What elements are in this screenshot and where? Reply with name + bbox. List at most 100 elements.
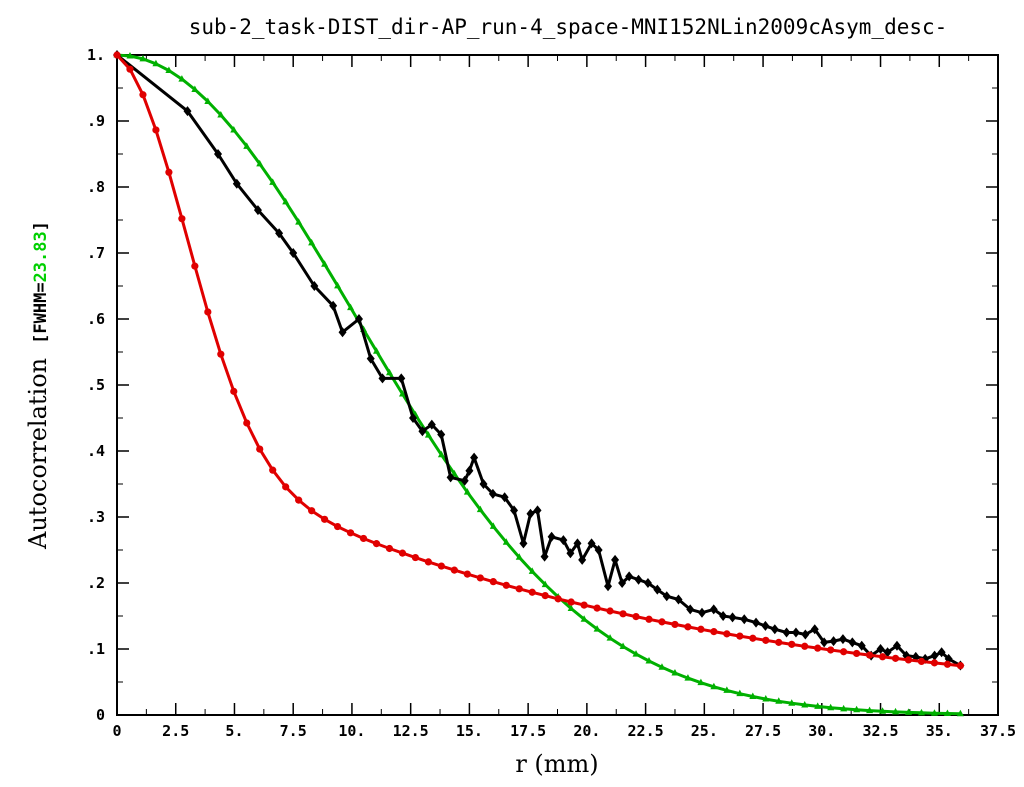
series-line-data	[116, 53, 962, 667]
data-point	[437, 429, 446, 440]
gaussian-point	[593, 625, 601, 632]
fit-point	[450, 566, 458, 574]
data-point	[820, 637, 829, 648]
gaussian-point	[567, 604, 575, 612]
gaussian-point	[308, 238, 316, 246]
series-gaussian	[113, 51, 964, 717]
data-point	[253, 205, 262, 216]
gaussian-point	[619, 642, 627, 649]
data-point	[418, 426, 427, 437]
fit-point	[840, 648, 848, 656]
gaussian-point	[476, 505, 484, 513]
y-tick-label: .2	[87, 574, 105, 592]
data-point	[446, 472, 455, 483]
fit-point	[554, 595, 562, 603]
y-tick-label: 1.	[87, 46, 105, 64]
data-point	[752, 617, 761, 628]
x-tick-labels: 0 2.5 5. 7.5 10. 12.5 15. 17.5 20. 22.5 25. 27.5 30.…	[112, 722, 1016, 740]
fit-point	[282, 483, 290, 491]
x-tick-label: 12.5	[393, 722, 429, 740]
gaussian-point	[853, 705, 861, 713]
fit-point	[865, 651, 874, 659]
axis-frame	[116, 54, 999, 716]
y-tick-label: .9	[87, 112, 105, 130]
fit-point	[697, 625, 705, 633]
data-point	[559, 535, 568, 546]
fit-point	[632, 612, 640, 621]
data-point	[848, 637, 857, 648]
fit-point	[424, 558, 433, 566]
fit-point	[619, 610, 627, 618]
data-point	[366, 353, 375, 364]
data-point	[674, 594, 683, 605]
gaussian-point	[282, 197, 290, 205]
fit-point	[489, 578, 497, 586]
fit-point	[827, 646, 835, 654]
gaussian-point	[541, 580, 549, 588]
plot-border	[116, 54, 999, 716]
fit-point	[801, 642, 809, 650]
gaussian-point	[450, 469, 458, 477]
fit-point	[437, 562, 445, 570]
x-tick-label: 35.	[926, 722, 953, 740]
gaussian-point	[684, 674, 692, 681]
fit-point	[256, 445, 264, 453]
gaussian-point	[930, 709, 938, 716]
gaussian-point	[723, 686, 731, 693]
gaussian-point	[866, 706, 874, 714]
fit-point	[463, 570, 471, 578]
fit-point	[230, 387, 238, 395]
fit-point	[113, 51, 121, 59]
fit-point	[606, 607, 614, 615]
data-point	[214, 149, 223, 159]
gaussian-point	[230, 126, 238, 133]
fit-point	[878, 653, 887, 661]
gaussian-point	[697, 678, 705, 686]
series-line-fit	[115, 53, 961, 668]
fit-point	[658, 618, 666, 626]
y-axis-label-line: Autocorrelation [FWHM=23.83]	[24, 221, 52, 550]
data-point	[519, 538, 528, 549]
gaussian-point	[204, 97, 212, 104]
data-point	[791, 627, 800, 638]
fit-point	[891, 654, 900, 662]
data-point	[740, 614, 749, 625]
data-point	[594, 545, 603, 555]
gaussian-point	[502, 538, 510, 545]
series-fit	[113, 51, 965, 670]
data-point	[810, 624, 819, 635]
fit-point	[930, 659, 939, 667]
fit-point	[904, 656, 913, 664]
data-point	[232, 178, 241, 189]
fit-point	[243, 419, 251, 427]
fit-point	[515, 585, 523, 593]
data-point	[876, 644, 885, 654]
data-point	[540, 551, 549, 562]
data-point	[719, 611, 728, 621]
fwhm-value: 23.83	[31, 231, 51, 282]
x-tick-label: 30.	[808, 722, 835, 740]
gaussian-point	[879, 707, 887, 714]
data-point	[782, 627, 791, 638]
y-tick-label: .8	[87, 178, 105, 196]
data-point	[883, 647, 892, 658]
fit-point	[295, 496, 303, 504]
fit-point	[736, 632, 744, 640]
x-tick-label: 7.5	[280, 722, 307, 740]
fit-point	[593, 604, 601, 612]
gaussian-point	[671, 668, 679, 676]
gaussian-point	[489, 522, 497, 529]
tick-marks	[116, 54, 999, 716]
data-point	[801, 629, 810, 640]
fit-point	[165, 168, 173, 176]
gaussian-point	[658, 663, 666, 670]
gaussian-point	[762, 695, 770, 702]
fit-point	[191, 262, 199, 270]
gaussian-point	[191, 85, 199, 92]
fit-point	[178, 215, 186, 223]
gaussian-point	[528, 567, 536, 574]
fit-point	[346, 529, 355, 537]
data-point	[611, 554, 620, 565]
data-point	[397, 373, 406, 384]
x-tick-label: 25.	[691, 722, 718, 740]
